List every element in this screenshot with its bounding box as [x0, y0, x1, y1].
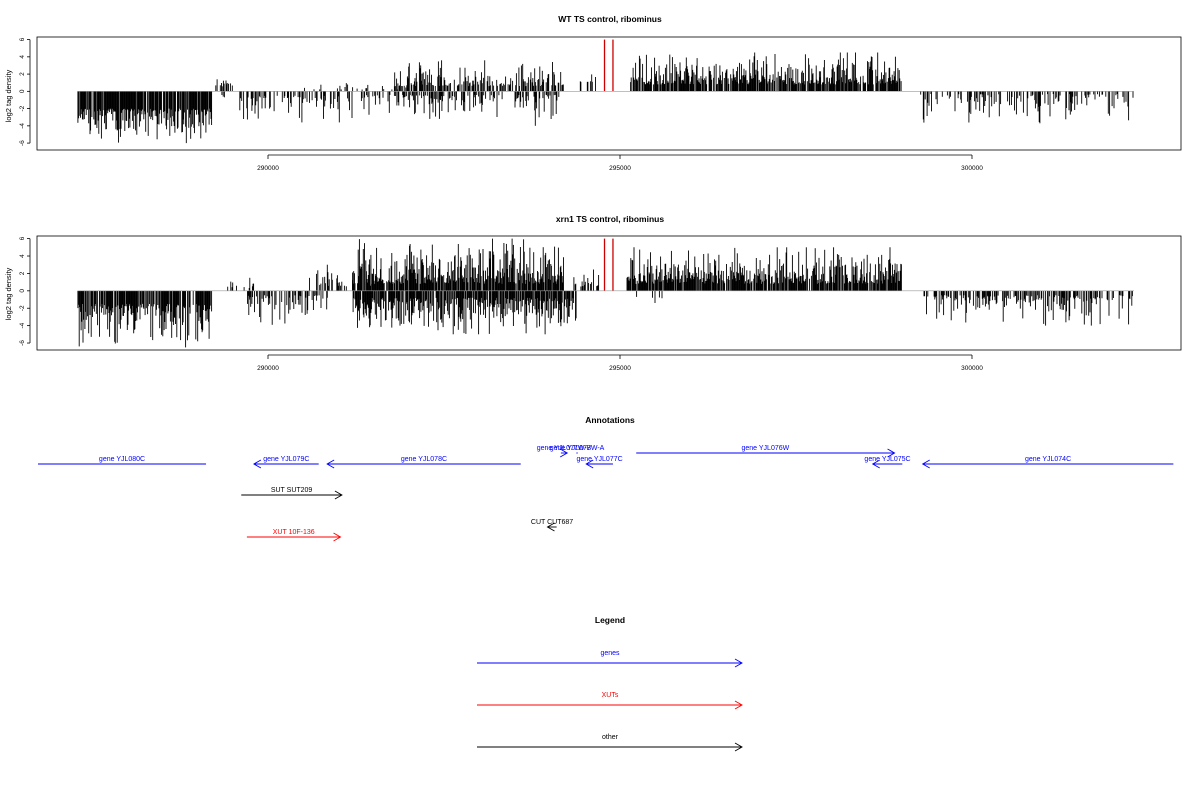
feature-arrowhead — [559, 448, 569, 458]
x-tick-label: 295000 — [609, 365, 631, 372]
wt-density-panel: WT TS control, ribominus log2 tag densit… — [4, 14, 1182, 172]
annotations-title: Annotations — [585, 415, 635, 425]
x-tick-label: 290000 — [257, 165, 279, 172]
y-tick-label: 4 — [19, 55, 26, 59]
feature-arrowhead — [546, 522, 555, 532]
xrn1-density-panel: xrn1 TS control, ribominus log2 tag dens… — [4, 214, 1182, 372]
feature-arrowhead — [334, 490, 343, 500]
feature-arrowhead — [333, 532, 342, 542]
legend-label: XUTs — [602, 692, 619, 699]
feature-label: gene YJL074C — [1025, 456, 1071, 463]
legend-arrowhead — [734, 700, 743, 710]
feature-arrowhead — [871, 459, 880, 469]
feature-arrowhead — [326, 459, 335, 469]
y-tick-label: -4 — [19, 322, 26, 328]
legend-label: genes — [600, 650, 620, 657]
legend-arrowhead — [734, 658, 743, 668]
y-axis-label: log2 tag density — [4, 69, 13, 122]
feature-arrowhead — [921, 459, 930, 469]
legend: Legend genes XUTs other — [477, 615, 743, 752]
panel-title: xrn1 TS control, ribominus — [556, 214, 664, 224]
legend-label: other — [602, 734, 619, 741]
y-tick-label: 0 — [19, 289, 26, 293]
feature-label: gene YJL077W-B — [537, 445, 592, 452]
legend-title: Legend — [595, 615, 625, 625]
x-tick-label: 290000 — [257, 365, 279, 372]
annotations-track: Annotations gene YJL080C gene YJL079C gene… — [38, 415, 1174, 542]
y-tick-label: -4 — [19, 123, 26, 129]
plot-frame — [36, 235, 1182, 351]
legend-arrowhead — [734, 742, 743, 752]
y-tick-label: 0 — [19, 89, 26, 93]
feature-label: gene YJL079C — [263, 456, 309, 463]
y-tick-label: -2 — [19, 305, 26, 311]
feature-arrowhead — [887, 448, 896, 458]
y-tick-label: -2 — [19, 105, 26, 111]
feature-arrows: gene YJL080C gene YJL079C gene YJL078C gene… — [38, 445, 1174, 542]
y-axis: -6 -4 -2 0 2 4 6 — [19, 236, 31, 346]
y-tick-label: -6 — [19, 140, 26, 146]
feature-label: XUT 10F-136 — [273, 529, 315, 536]
y-axis: -6 -4 -2 0 2 4 6 — [19, 37, 31, 146]
feature-label: CUT CUT687 — [531, 519, 573, 526]
x-tick-label: 295000 — [609, 165, 631, 172]
y-tick-label: 2 — [19, 72, 26, 76]
feature-arrowhead — [253, 459, 262, 469]
y-tick-label: 2 — [19, 271, 26, 275]
y-tick-label: 6 — [19, 236, 26, 240]
x-axis: 290000 295000 300000 — [257, 354, 983, 372]
feature-label: gene YJL075C — [864, 456, 910, 463]
density-bars — [77, 238, 1133, 348]
feature-label: gene YJL077C — [576, 456, 622, 463]
legend-items: genes XUTs other — [477, 650, 743, 752]
x-axis: 290000 295000 300000 — [257, 154, 983, 172]
feature-label: gene YJL076W — [742, 445, 790, 452]
y-tick-label: -6 — [19, 340, 26, 346]
x-tick-label: 300000 — [961, 365, 983, 372]
x-tick-label: 300000 — [961, 165, 983, 172]
feature-arrowhead — [585, 459, 594, 469]
y-axis-label: log2 tag density — [4, 267, 13, 320]
highlight-bars — [603, 238, 614, 291]
feature-label: gene YJL077W-A — [550, 445, 605, 452]
y-tick-label: 6 — [19, 37, 26, 41]
feature-label: gene YJL078C — [401, 456, 447, 463]
feature-label: gene YJL080C — [99, 456, 145, 463]
panel-title: WT TS control, ribominus — [558, 14, 662, 24]
y-tick-label: 4 — [19, 254, 26, 258]
density-bars — [77, 52, 1134, 144]
feature-label: SUT SUT209 — [271, 487, 313, 494]
highlight-bars — [603, 39, 614, 92]
plot-frame — [36, 36, 1182, 151]
